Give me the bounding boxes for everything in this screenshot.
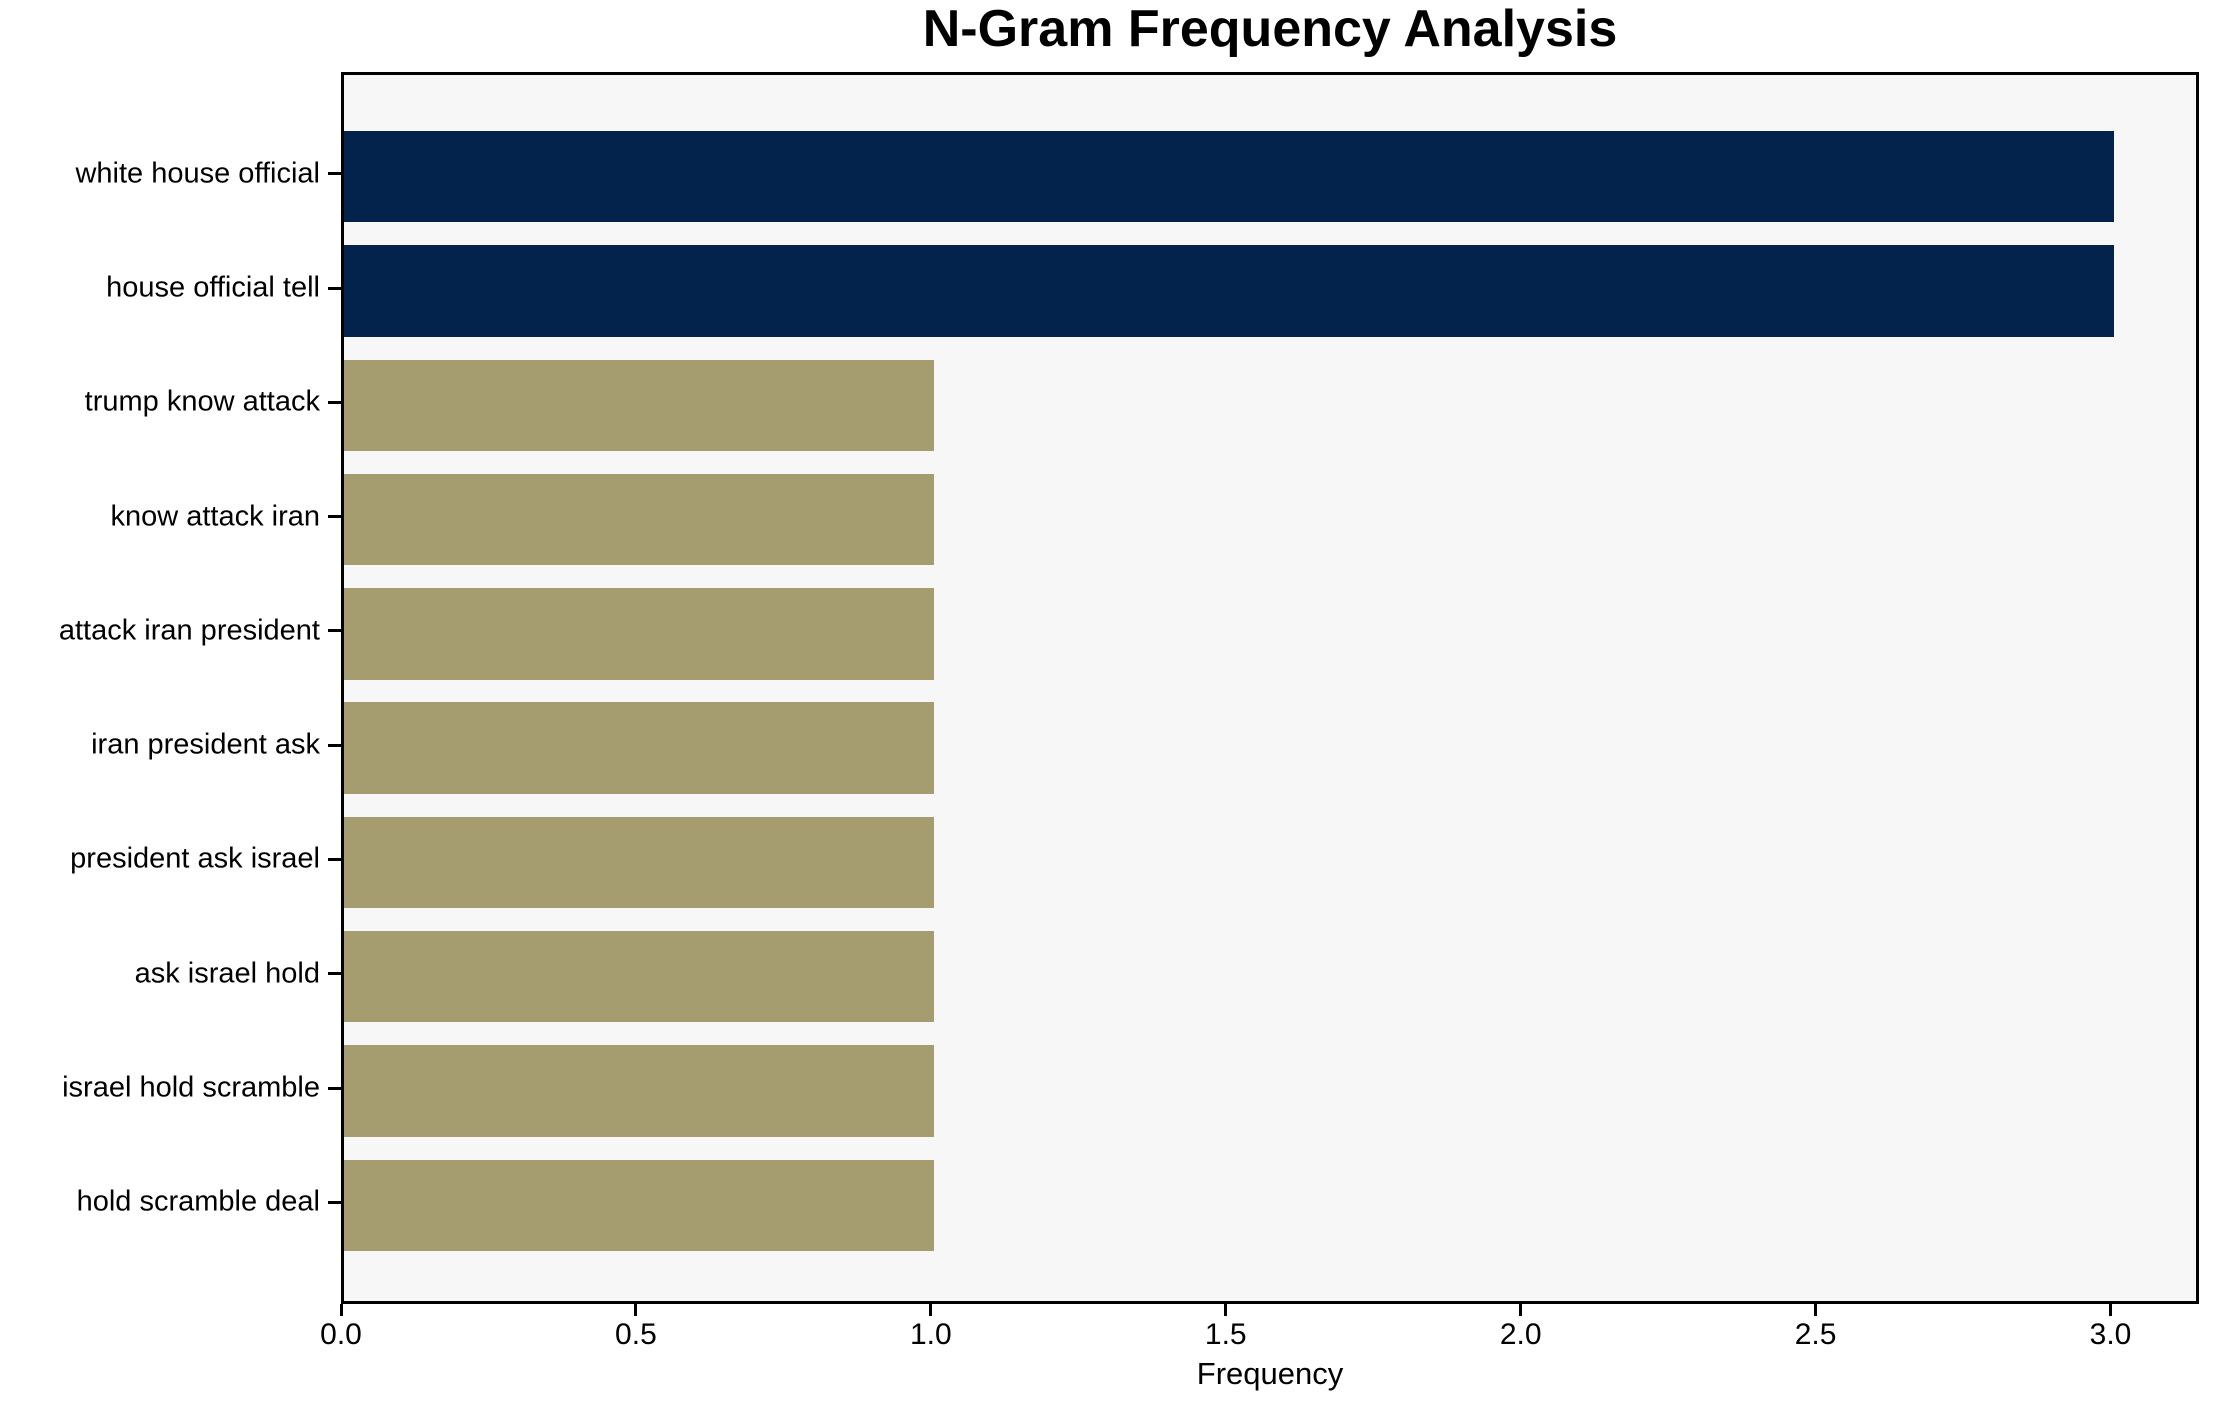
bar [344,245,2114,337]
y-axis-label: president ask israel [70,842,320,875]
y-axis-tick [328,857,341,861]
y-axis-label: white house official [75,157,320,190]
x-axis-title: Frequency [1196,1356,1344,1391]
y-axis-tick [328,286,341,290]
x-axis-tick-label: 0.0 [320,1318,362,1351]
y-axis-label: israel hold scramble [62,1071,320,1104]
y-axis-tick [328,515,341,519]
x-axis-tick [1814,1304,1818,1316]
bar [344,702,934,794]
y-axis-label: attack iran president [58,614,320,647]
bar [344,588,934,680]
y-axis-tick [328,1086,341,1090]
y-axis-tick [328,1200,341,1204]
x-axis-tick-label: 2.0 [1499,1318,1542,1351]
plot-area [341,72,2199,1304]
y-axis-label: know attack iran [110,500,320,533]
x-axis-tick-label: 0.5 [615,1318,657,1351]
bar [344,816,934,909]
y-axis-tick [328,972,341,976]
y-axis-label: ask israel hold [134,957,320,990]
bar [344,931,934,1023]
y-axis-tick [328,400,341,404]
bar [344,1159,934,1251]
x-axis-tick [2109,1304,2113,1316]
x-axis-tick [634,1304,638,1316]
bar [344,131,2114,223]
bar [344,473,934,566]
bar [344,1045,934,1137]
y-axis-label: house official tell [106,271,320,304]
x-axis-tick-label: 2.5 [1794,1318,1837,1351]
x-axis-tick [339,1304,343,1316]
y-axis-tick [328,743,341,747]
y-axis-tick [328,629,341,633]
x-axis-tick-label: 3.0 [2089,1318,2132,1351]
chart-title: N-Gram Frequency Analysis [922,0,1618,58]
x-axis-tick-label: 1.0 [909,1318,952,1351]
y-axis-label: hold scramble deal [76,1185,320,1218]
x-axis-tick [929,1304,933,1316]
x-axis-tick [1224,1304,1228,1316]
x-axis-tick-label: 1.5 [1204,1318,1247,1351]
y-axis-tick [328,172,341,176]
bar [344,359,934,451]
y-axis-label: iran president ask [91,728,320,761]
x-axis-tick [1519,1304,1523,1316]
y-axis-label: trump know attack [84,385,320,418]
